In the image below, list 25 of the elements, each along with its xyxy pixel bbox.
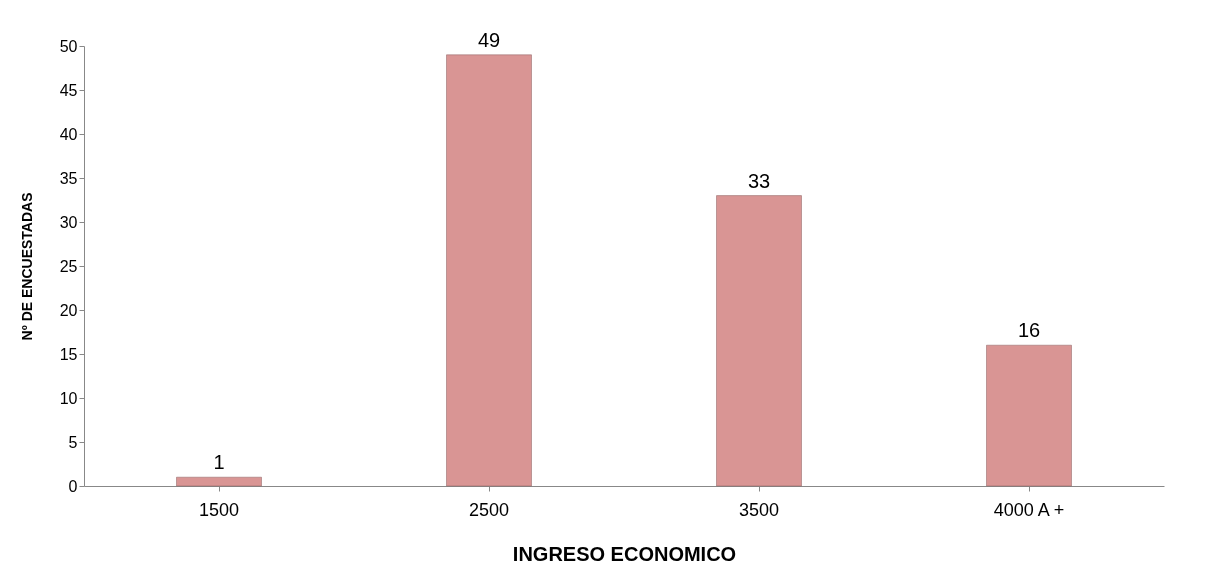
y-tick-label: 40 (59, 125, 78, 143)
y-tick-label: 30 (59, 213, 78, 231)
bar (446, 54, 532, 487)
x-tick-label: 3500 (738, 499, 780, 520)
data-label: 16 (1017, 319, 1041, 342)
y-tick-label: 25 (59, 257, 78, 275)
x-tick-label: 2500 (468, 499, 510, 520)
y-tick-label: 15 (59, 345, 78, 363)
x-tick-label: 1500 (198, 499, 240, 520)
y-tick-label: 10 (59, 389, 78, 407)
y-tick-label: 35 (59, 169, 78, 187)
bar (716, 195, 802, 487)
y-tick-label: 5 (68, 433, 78, 451)
data-label: 49 (477, 28, 501, 51)
y-tick-label: 50 (59, 37, 78, 55)
bar (176, 476, 262, 487)
data-label: 1 (213, 451, 225, 474)
data-label: 33 (747, 169, 771, 192)
y-tick-label: 0 (68, 477, 78, 495)
x-tick-label: 4000 A + (993, 499, 1065, 520)
y-tick-label: 20 (59, 301, 78, 319)
y-tick-label: 45 (59, 81, 78, 99)
y-axis-title: Nº DE ENCUESTADAS (18, 192, 35, 341)
x-axis-title: INGRESO ECONOMICO (512, 542, 737, 565)
bar (986, 344, 1072, 487)
